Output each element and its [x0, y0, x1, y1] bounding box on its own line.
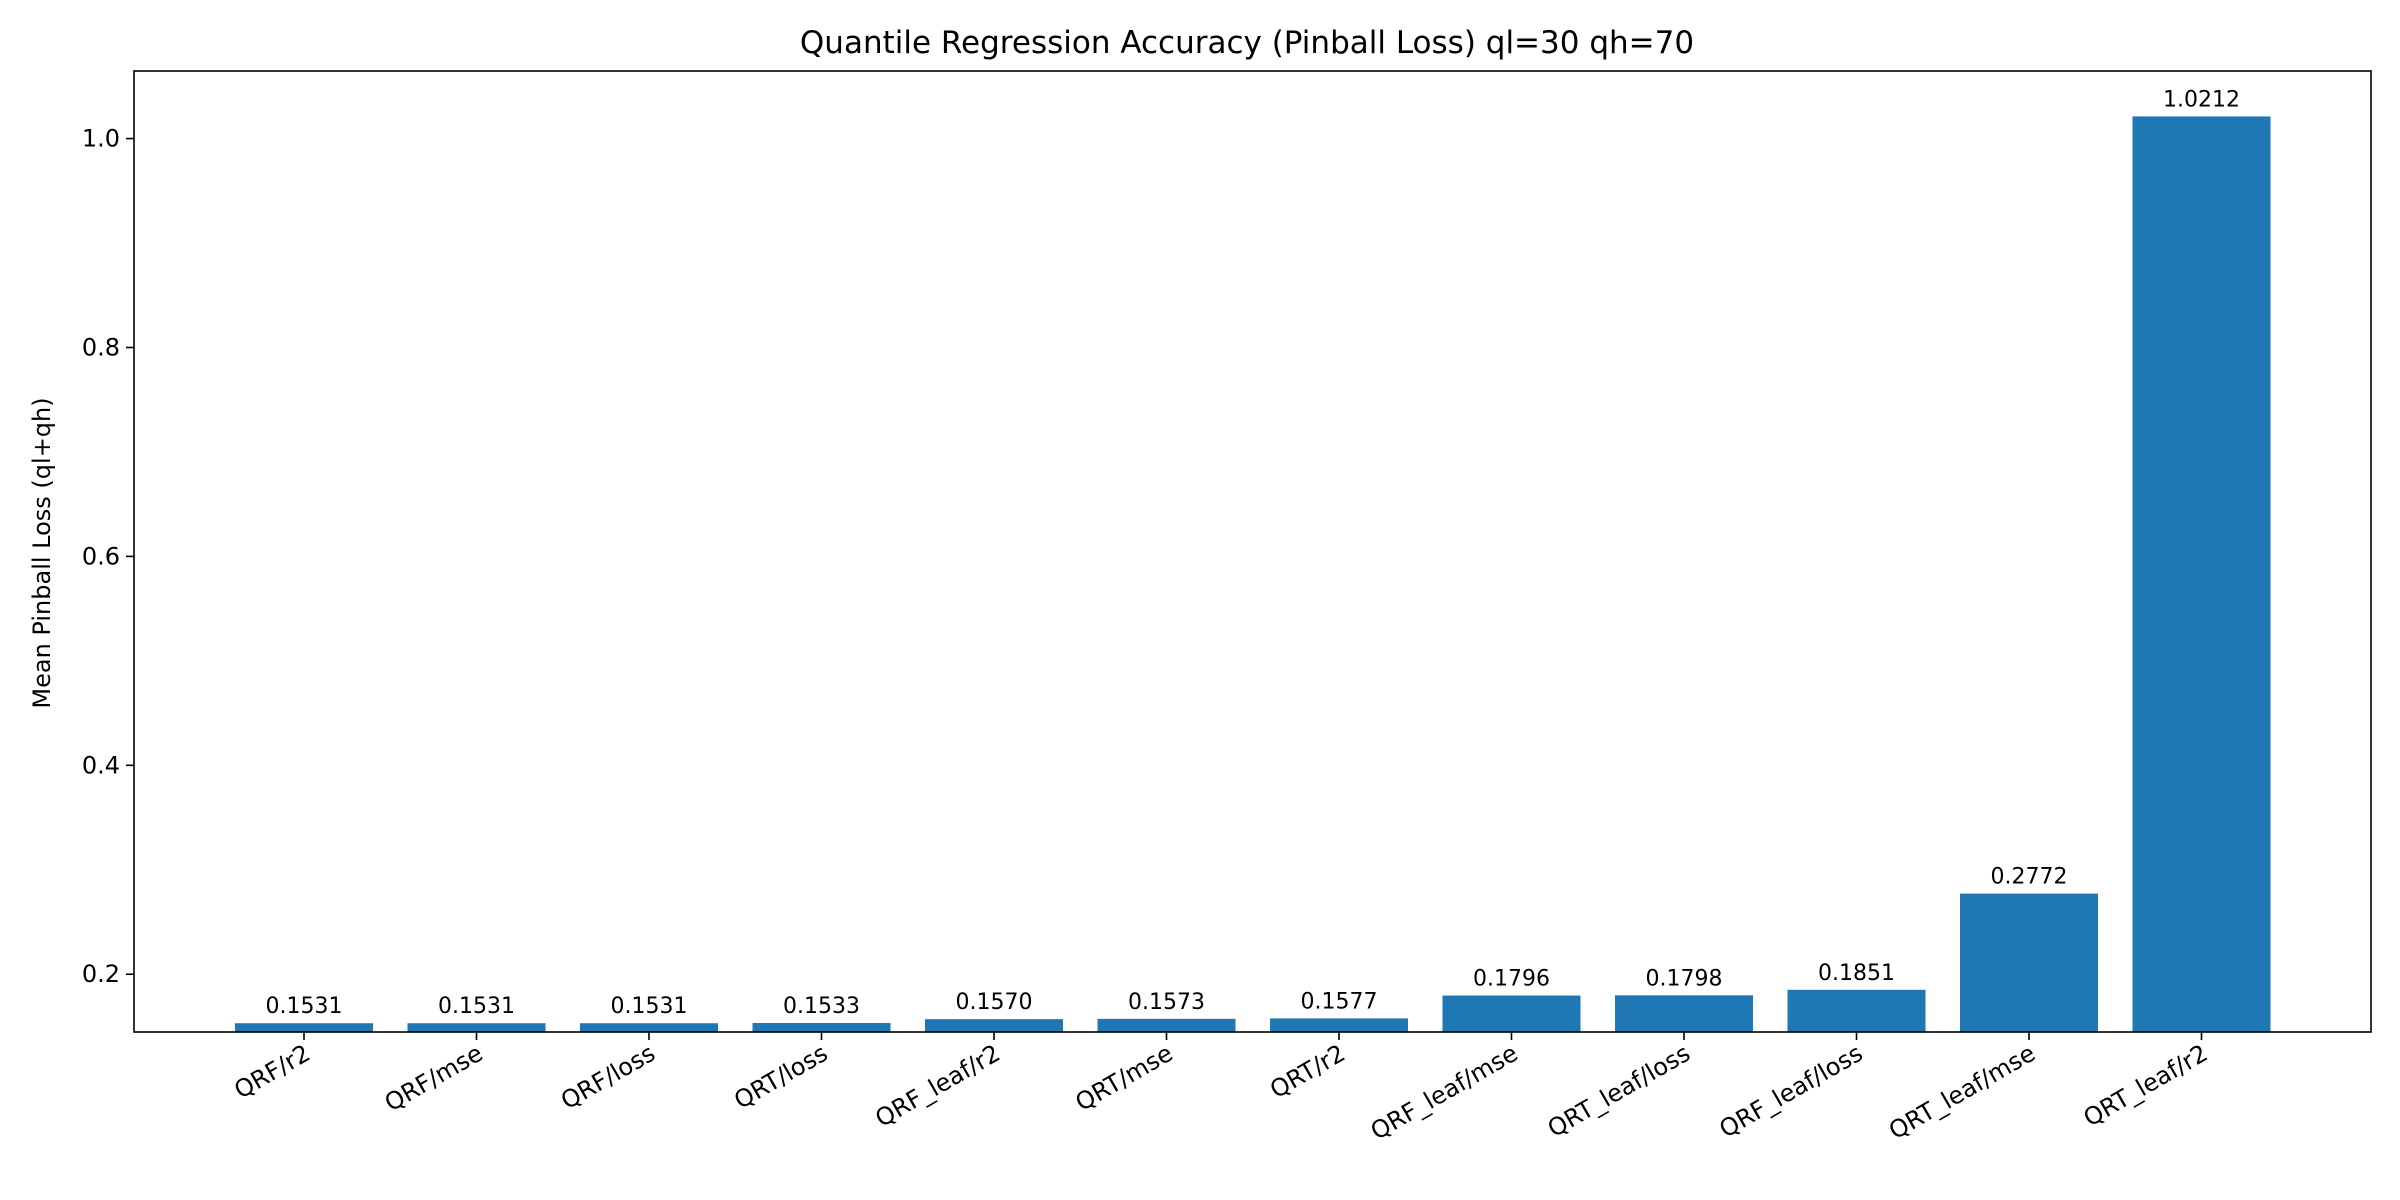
- x-tick-label: QRF/loss: [556, 1039, 660, 1115]
- x-tick-label: QRF_leaf/r2: [870, 1039, 1005, 1133]
- bar-value-label: 0.1531: [266, 994, 343, 1019]
- y-tick-label: 0.2: [82, 960, 120, 988]
- bar-qrf-r2: [235, 1023, 373, 1032]
- x-tick-label: QRT/loss: [729, 1039, 832, 1115]
- bar-qrt-r2: [1270, 1018, 1408, 1032]
- x-tick-label: QRF_leaf/mse: [1366, 1039, 1523, 1146]
- y-tick-label: 0.4: [82, 751, 120, 779]
- y-tick-label: 0.6: [82, 542, 120, 570]
- bar-qrt-mse: [1097, 1018, 1236, 1032]
- x-axis-ticks: QRF/r2 QRF/mse QRF/loss QRT/loss QRF_leaf/r2…: [229, 1032, 2213, 1146]
- x-tick-label: QRT_leaf/r2: [2079, 1039, 2213, 1132]
- bar-qrf-leaf-mse: [1442, 995, 1581, 1032]
- bar-qrf-leaf-r2: [925, 1019, 1063, 1032]
- bar-value-label: 0.1573: [1128, 990, 1205, 1015]
- y-axis-ticks: 0.2 0.4 0.6 0.8 1.0: [82, 125, 134, 988]
- x-tick-label: QRT/mse: [1071, 1039, 1178, 1117]
- bar-value-label: 0.1570: [956, 990, 1033, 1015]
- plot-frame: [133, 70, 2372, 1033]
- y-axis-label: Mean Pinball Loss (ql+qh): [28, 397, 56, 708]
- chart-title: Quantile Regression Accuracy (Pinball Lo…: [800, 25, 1694, 61]
- x-tick-label: QRF_leaf/loss: [1715, 1039, 1868, 1143]
- bar-value-label: 0.1796: [1473, 967, 1550, 992]
- bar-value-label: 0.1533: [783, 994, 860, 1019]
- bar-qrf-leaf-loss: [1787, 989, 1926, 1032]
- bars-group: [235, 116, 2271, 1032]
- bar-value-label: 0.1531: [611, 994, 688, 1019]
- bar-qrt-leaf-loss: [1615, 995, 1753, 1032]
- x-tick-label: QRT_leaf/loss: [1543, 1039, 1695, 1143]
- bar-value-label: 0.2772: [1991, 865, 2068, 890]
- bar-qrt-leaf-mse: [1960, 893, 2098, 1032]
- y-tick-label: 0.8: [82, 333, 120, 361]
- bar-qrt-loss: [752, 1023, 891, 1032]
- x-tick-label: QRF/r2: [229, 1039, 315, 1105]
- bar-value-label: 1.0212: [2163, 87, 2240, 112]
- bar-value-label: 0.1531: [438, 994, 515, 1019]
- x-tick-label: QRT/r2: [1265, 1039, 1350, 1104]
- bar-value-label: 0.1577: [1301, 989, 1378, 1014]
- bar-qrf-loss: [580, 1023, 718, 1032]
- bar-value-label: 0.1851: [1818, 961, 1895, 986]
- data-labels-group: 0.1531 0.1531 0.1531 0.1533 0.1570 0.1573 0.15…: [266, 87, 2240, 1019]
- bar-qrf-mse: [407, 1023, 546, 1032]
- bar-qrt-leaf-r2: [2132, 116, 2271, 1032]
- bar-value-label: 0.1798: [1646, 966, 1723, 991]
- y-tick-label: 1.0: [82, 125, 120, 153]
- x-tick-label: QRT_leaf/mse: [1884, 1039, 2040, 1145]
- x-tick-label: QRF/mse: [380, 1039, 488, 1117]
